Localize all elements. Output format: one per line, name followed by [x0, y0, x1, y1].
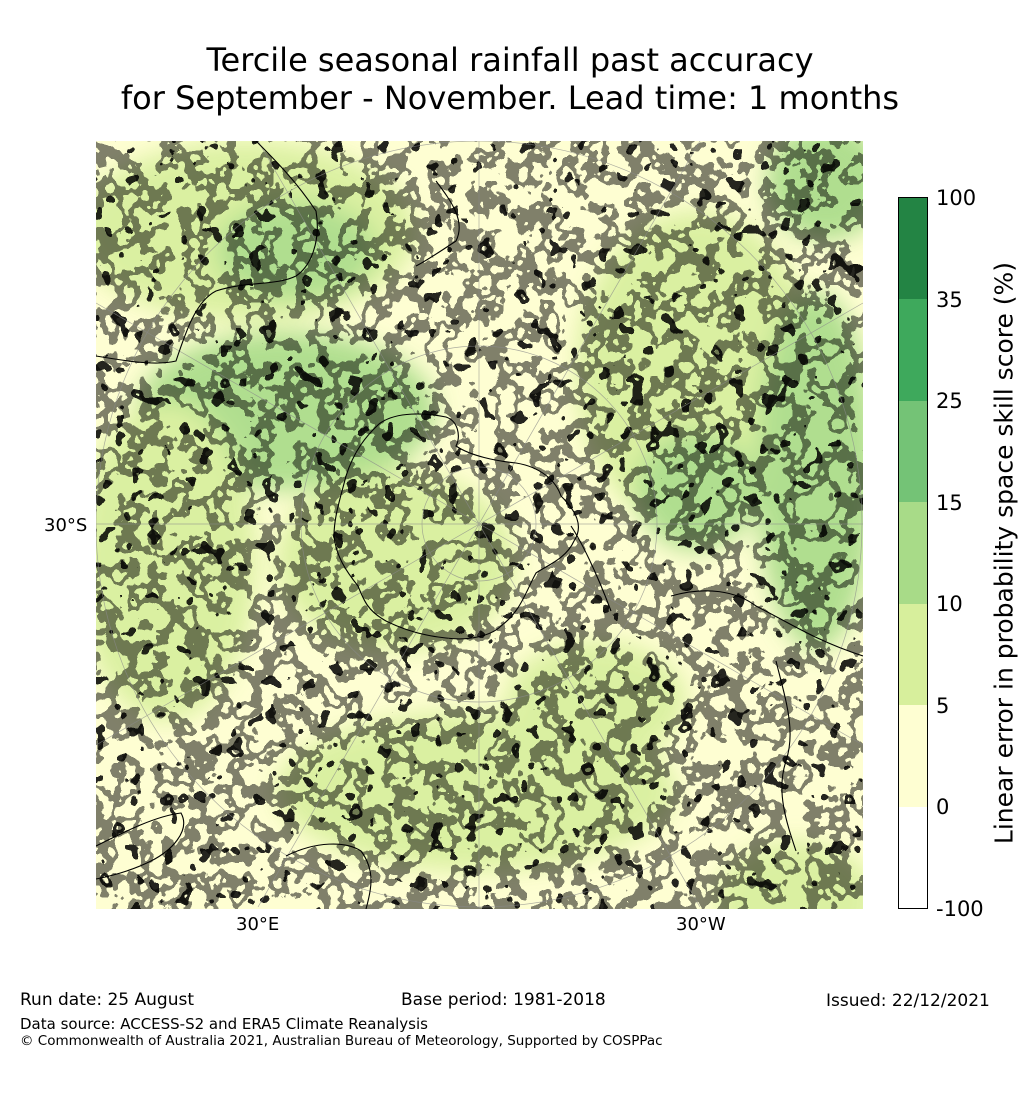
- lat-label-30s: 30°S: [44, 515, 88, 536]
- colorbar-tick-35: 35: [936, 288, 963, 312]
- chart-title-line-1: Tercile seasonal rainfall past accuracy: [206, 41, 814, 79]
- antarctica-coast: [333, 413, 579, 640]
- lon-label-30e: 30°E: [236, 914, 280, 935]
- data-source: Data source: ACCESS-S2 and ERA5 Climate …: [20, 1015, 428, 1033]
- skill-score-map: [96, 141, 863, 909]
- colorbar-segment: [899, 198, 927, 300]
- graticule: [96, 141, 863, 909]
- colorbar-segment: [899, 502, 927, 604]
- colorbar-segment: [899, 299, 927, 401]
- south-america-east-coast: [775, 660, 797, 852]
- colorbar-tick-100: 100: [936, 186, 977, 210]
- south-america-coast: [670, 590, 863, 657]
- colorbar-segment: [899, 603, 927, 706]
- madagascar-coast: [285, 843, 372, 909]
- run-date: Run date: 25 August: [20, 990, 194, 1010]
- colorbar-tick-minus-100: -100: [936, 897, 984, 921]
- issued-date: Issued: 22/12/2021: [826, 991, 990, 1011]
- new-zealand-coast: [415, 180, 460, 267]
- colorbar-tick-10: 10: [936, 592, 963, 616]
- coastlines: [96, 141, 863, 909]
- colorbar-segment: [899, 806, 927, 908]
- colorbar-title: Linear error in probability space skill …: [989, 261, 1019, 845]
- lon-label-30w: 30°W: [676, 914, 726, 935]
- colorbar-segment: [899, 705, 927, 807]
- antarctic-peninsula: [570, 525, 612, 612]
- chart-title-line-2: for September - November. Lead time: 1 m…: [120, 79, 900, 117]
- south-africa-coast: [96, 812, 185, 880]
- colorbar-tick-0: 0: [936, 795, 950, 819]
- map-svg: [96, 141, 863, 909]
- colorbar: [898, 197, 928, 909]
- copyright-notice: © Commonwealth of Australia 2021, Austra…: [20, 1033, 663, 1049]
- colorbar-tick-15: 15: [936, 491, 963, 515]
- australia-coast: [96, 141, 318, 364]
- colorbar-tick-5: 5: [936, 694, 950, 718]
- colorbar-segment: [899, 400, 927, 503]
- colorbar-tick-25: 25: [936, 389, 963, 413]
- base-period: Base period: 1981-2018: [401, 990, 606, 1010]
